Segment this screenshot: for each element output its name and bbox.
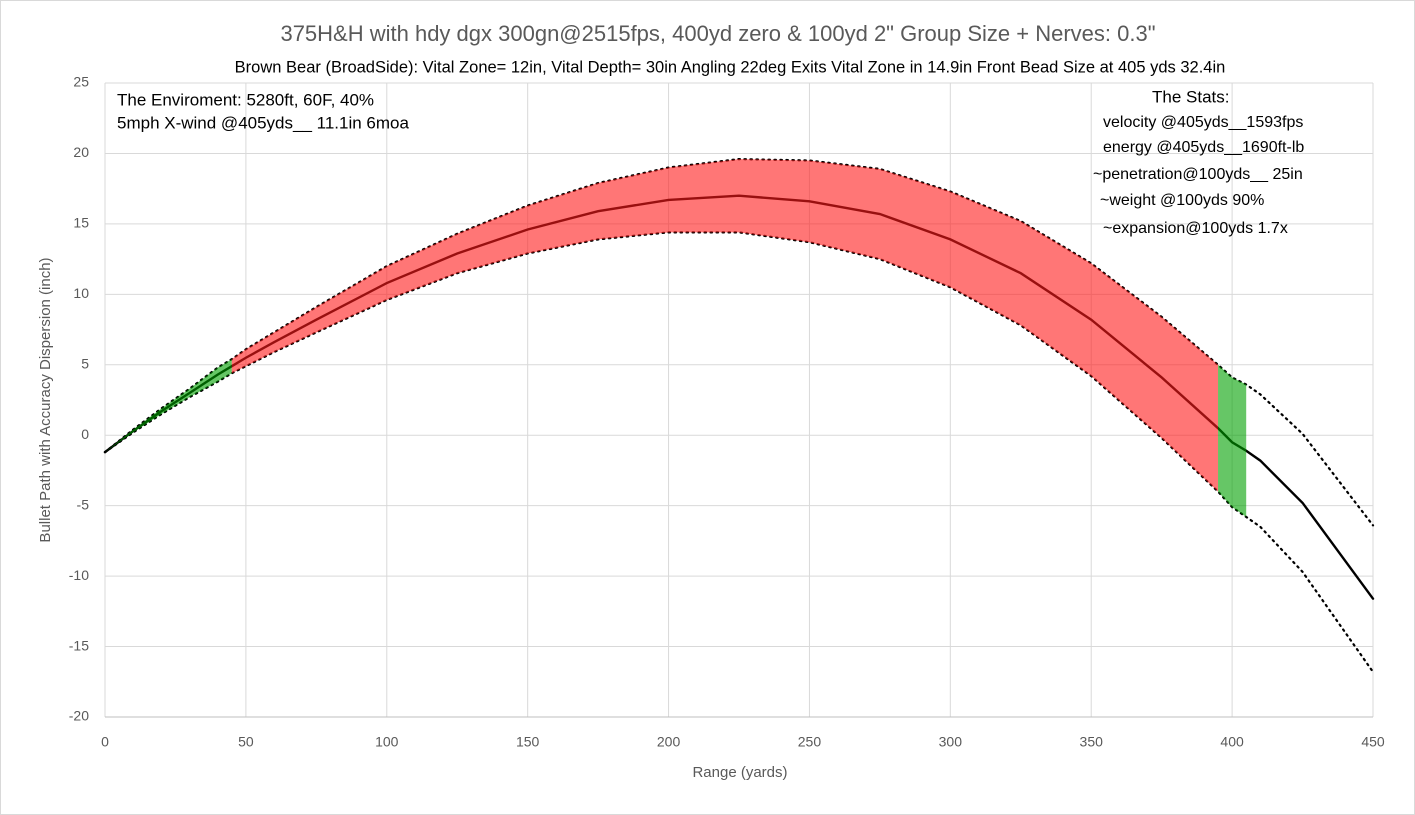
y-tick-label: 25	[73, 74, 89, 90]
y-tick-label: 5	[81, 355, 89, 371]
x-tick-label: 200	[657, 734, 681, 750]
y-tick-label: -20	[69, 708, 89, 724]
dispersion-band	[1218, 364, 1247, 517]
x-tick-label: 0	[101, 734, 109, 750]
dispersion-band	[231, 159, 1219, 492]
y-tick-label: -10	[69, 567, 89, 583]
annotation: velocity @405yds__1593fps	[1103, 114, 1303, 131]
x-tick-label: 350	[1080, 734, 1104, 750]
annotation: energy @405yds__1690ft-lb	[1103, 139, 1304, 156]
x-tick-label: 300	[939, 734, 963, 750]
chart-title: 375H&H with hdy dgx 300gn@2515fps, 400yd…	[280, 21, 1155, 46]
annotation: ~expansion@100yds 1.7x	[1103, 220, 1288, 237]
y-tick-label: -15	[69, 637, 89, 653]
x-tick-label: 250	[798, 734, 822, 750]
annotation: The Stats:	[1152, 87, 1229, 106]
annotation: ~penetration@100yds__ 25in	[1093, 166, 1303, 183]
chart-subtitle: Brown Bear (BroadSide): Vital Zone= 12in…	[235, 58, 1226, 76]
x-tick-label: 50	[238, 734, 254, 750]
y-axis-label: Bullet Path with Accuracy Dispersion (in…	[37, 257, 54, 542]
y-tick-label: 20	[73, 144, 89, 160]
x-tick-label: 100	[375, 734, 399, 750]
y-tick-label: 0	[81, 426, 89, 442]
x-tick-label: 450	[1361, 734, 1385, 750]
x-axis-label: Range (yards)	[692, 764, 787, 781]
x-tick-label: 400	[1220, 734, 1244, 750]
annotation: The Enviroment: 5280ft, 60F, 40%	[117, 90, 374, 109]
y-tick-label: -5	[77, 496, 90, 512]
y-tick-label: 15	[73, 215, 89, 231]
dispersion-band	[105, 359, 232, 453]
annotation: ~weight @100yds 90%	[1100, 192, 1264, 209]
x-tick-label: 150	[516, 734, 540, 750]
y-tick-label: 10	[73, 285, 89, 301]
annotation: 5mph X-wind @405yds__ 11.1in 6moa	[117, 113, 409, 132]
